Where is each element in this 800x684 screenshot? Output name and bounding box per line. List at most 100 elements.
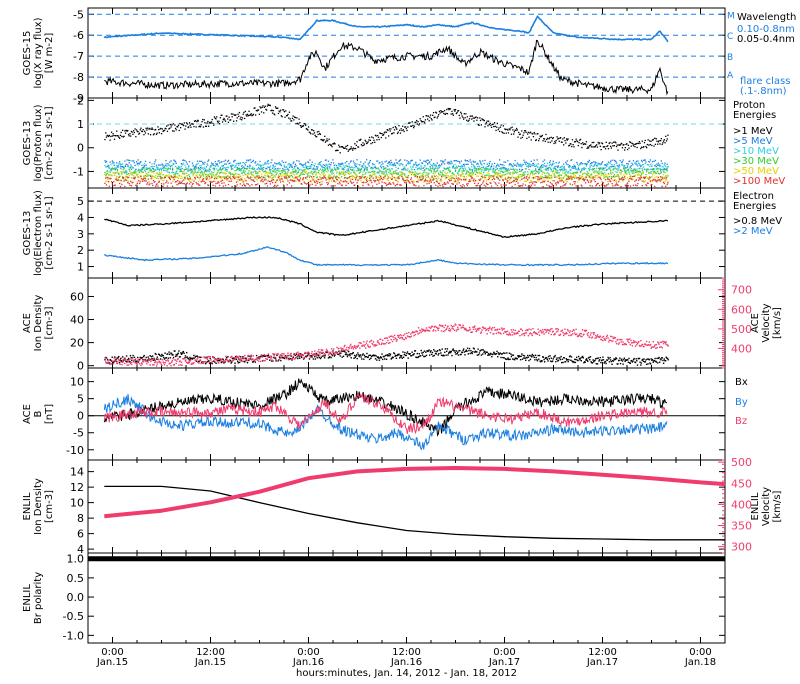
proton-point (667, 166, 668, 167)
proton-point (622, 147, 623, 148)
proton-point (373, 140, 374, 141)
xray-series-long (104, 40, 668, 93)
proton-point (465, 117, 466, 118)
proton-point (208, 126, 209, 127)
proton-point (456, 183, 457, 184)
proton-point (334, 175, 335, 176)
y-axis-label: [cm-3] (44, 306, 55, 339)
proton-point (323, 172, 324, 173)
proton-point (381, 133, 382, 134)
proton-point (234, 176, 235, 177)
proton-point (506, 170, 507, 171)
proton-point (116, 162, 117, 163)
proton-point (142, 181, 143, 182)
proton-point (639, 143, 640, 144)
proton-point (310, 168, 311, 169)
proton-point (643, 166, 644, 167)
proton-point (542, 167, 543, 168)
proton-point (520, 180, 521, 181)
proton-point (327, 168, 328, 169)
proton-point (229, 181, 230, 182)
y2-tick-label: 500 (731, 456, 752, 469)
proton-point (571, 146, 572, 147)
proton-point (415, 185, 416, 186)
proton-point (398, 132, 399, 133)
proton-point (503, 125, 504, 126)
proton-point (270, 162, 271, 163)
proton-point (188, 174, 189, 175)
proton-point (492, 170, 493, 171)
proton-point (542, 174, 543, 175)
proton-point (326, 159, 327, 160)
proton-point (276, 186, 277, 187)
proton-point (123, 177, 124, 178)
proton-point (229, 176, 230, 177)
proton-point (503, 174, 504, 175)
proton-point (576, 173, 577, 174)
proton-point (184, 165, 185, 166)
proton-point (615, 171, 616, 172)
proton-point (189, 176, 190, 177)
proton-point (241, 168, 242, 169)
proton-point (273, 179, 274, 180)
proton-point (597, 147, 598, 148)
proton-point (448, 168, 449, 169)
proton-point (562, 170, 563, 171)
proton-point (503, 133, 504, 134)
proton-point (553, 168, 554, 169)
proton-point (301, 184, 302, 185)
proton-point (470, 116, 471, 117)
proton-point (448, 162, 449, 163)
proton-point (226, 163, 227, 164)
proton-point (241, 119, 242, 120)
proton-point (259, 171, 260, 172)
proton-point (327, 167, 328, 168)
proton-point (413, 174, 414, 175)
proton-point (345, 174, 346, 175)
proton-point (653, 173, 654, 174)
proton-point (280, 110, 281, 111)
proton-point (189, 122, 190, 123)
proton-point (282, 171, 283, 172)
proton-point (189, 183, 190, 184)
proton-point (645, 140, 646, 141)
proton-point (486, 175, 487, 176)
proton-point (412, 167, 413, 168)
proton-point (229, 171, 230, 172)
proton-point (259, 161, 260, 162)
proton-point (503, 168, 504, 169)
proton-point (400, 133, 401, 134)
proton-point (381, 164, 382, 165)
proton-point (393, 182, 394, 183)
proton-point (582, 163, 583, 164)
proton-point (381, 172, 382, 173)
y2-axis-label: [km/s] (772, 307, 783, 339)
proton-point (387, 166, 388, 167)
proton-point (367, 176, 368, 177)
proton-point (374, 142, 375, 143)
proton-point (234, 160, 235, 161)
proton-point (513, 169, 514, 170)
proton-point (132, 182, 133, 183)
proton-point (603, 173, 604, 174)
proton-point (468, 181, 469, 182)
proton-point (215, 175, 216, 176)
proton-point (330, 164, 331, 165)
proton-point (111, 132, 112, 133)
proton-point (226, 169, 227, 170)
proton-point (480, 163, 481, 164)
proton-point (583, 173, 584, 174)
proton-point (355, 174, 356, 175)
proton-point (165, 163, 166, 164)
proton-point (487, 168, 488, 169)
proton-point (147, 128, 148, 129)
proton-point (428, 160, 429, 161)
proton-point (191, 171, 192, 172)
proton-point (615, 142, 616, 143)
proton-point (562, 138, 563, 139)
proton-point (112, 133, 113, 134)
proton-point (345, 165, 346, 166)
proton-point (194, 173, 195, 174)
proton-point (265, 179, 266, 180)
proton-point (168, 174, 169, 175)
